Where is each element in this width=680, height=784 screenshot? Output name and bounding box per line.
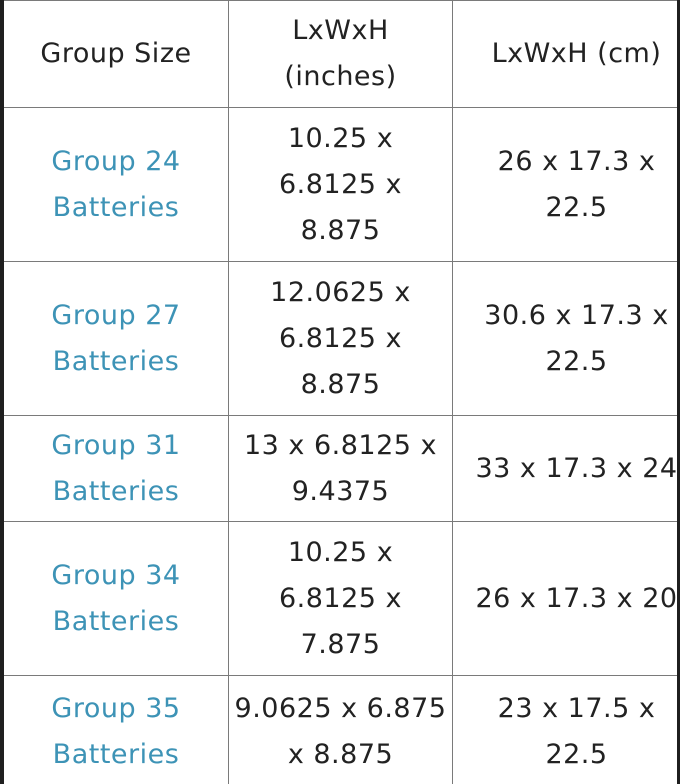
- inches-cell: 13 x 6.8125 x 9.4375: [228, 415, 453, 522]
- table-row: Group 24 Batteries 10.25 x 6.8125 x 8.87…: [3, 107, 680, 262]
- group-34-link[interactable]: Group 34 Batteries: [51, 559, 181, 637]
- table-row: Group 34 Batteries 10.25 x 6.8125 x 7.87…: [3, 521, 680, 676]
- left-edge-border: [0, 0, 4, 784]
- inches-cell: 12.0625 x 6.8125 x 8.875: [228, 261, 453, 416]
- header-dimensions-inches-label: LxWxH (inches): [284, 15, 397, 92]
- cm-value: 30.6 x 17.3 x 22.5: [484, 299, 669, 377]
- header-dimensions-cm: LxWxH (cm): [452, 0, 680, 108]
- inches-value: 10.25 x 6.8125 x 8.875: [278, 122, 403, 246]
- table-header-row: Group Size LxWxH (inches) LxWxH (cm): [3, 0, 680, 108]
- battery-size-table: Group Size LxWxH (inches) LxWxH (cm) Gro…: [3, 0, 680, 784]
- cm-cell: 33 x 17.3 x 24: [452, 415, 680, 522]
- cm-cell: 26 x 17.3 x 20: [452, 521, 680, 676]
- cm-cell: 30.6 x 17.3 x 22.5: [452, 261, 680, 416]
- inches-value: 13 x 6.8125 x 9.4375: [243, 429, 438, 507]
- header-dimensions-inches: LxWxH (inches): [228, 0, 453, 108]
- cm-value: 33 x 17.3 x 24: [475, 452, 678, 484]
- header-group-size: Group Size: [3, 0, 229, 108]
- group-24-link[interactable]: Group 24 Batteries: [51, 145, 181, 223]
- cm-value: 23 x 17.5 x 22.5: [497, 692, 656, 770]
- table-row: Group 35 Batteries 9.0625 x 6.875 x 8.87…: [3, 675, 680, 784]
- inches-value: 9.0625 x 6.875 x 8.875: [234, 692, 447, 770]
- table-row: Group 27 Batteries 12.0625 x 6.8125 x 8.…: [3, 261, 680, 416]
- cm-cell: 23 x 17.5 x 22.5: [452, 675, 680, 784]
- inches-cell: 10.25 x 6.8125 x 7.875: [228, 521, 453, 676]
- group-31-link[interactable]: Group 31 Batteries: [51, 429, 181, 507]
- inches-cell: 9.0625 x 6.875 x 8.875: [228, 675, 453, 784]
- cm-cell: 26 x 17.3 x 22.5: [452, 107, 680, 262]
- cm-value: 26 x 17.3 x 22.5: [497, 145, 656, 223]
- inches-value: 12.0625 x 6.8125 x 8.875: [270, 276, 411, 400]
- group-cell: Group 24 Batteries: [3, 107, 229, 262]
- group-cell: Group 31 Batteries: [3, 415, 229, 522]
- cm-value: 26 x 17.3 x 20: [475, 582, 678, 614]
- inches-cell: 10.25 x 6.8125 x 8.875: [228, 107, 453, 262]
- right-edge-border: [677, 0, 680, 784]
- group-cell: Group 27 Batteries: [3, 261, 229, 416]
- group-35-link[interactable]: Group 35 Batteries: [51, 692, 181, 770]
- inches-value: 10.25 x 6.8125 x 7.875: [278, 536, 403, 660]
- table-row: Group 31 Batteries 13 x 6.8125 x 9.4375 …: [3, 415, 680, 522]
- group-27-link[interactable]: Group 27 Batteries: [51, 299, 181, 377]
- group-cell: Group 35 Batteries: [3, 675, 229, 784]
- group-cell: Group 34 Batteries: [3, 521, 229, 676]
